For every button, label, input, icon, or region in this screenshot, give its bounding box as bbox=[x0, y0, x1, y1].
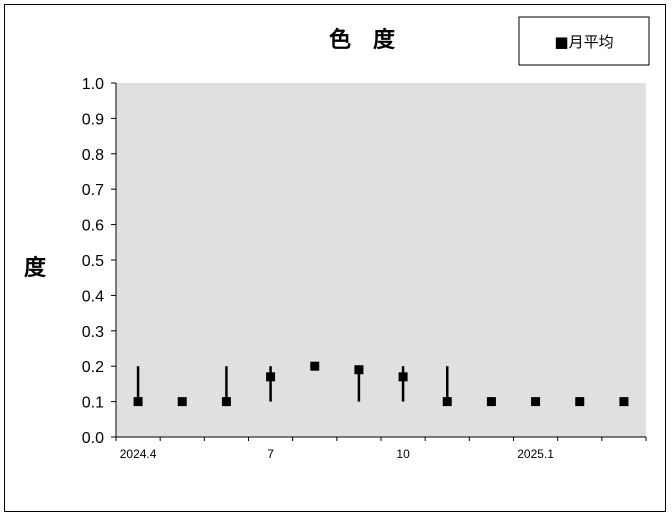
plot-area bbox=[116, 83, 646, 437]
y-tick-label: 0.1 bbox=[82, 395, 104, 412]
data-point bbox=[310, 361, 320, 371]
y-axis-label: 度 bbox=[24, 255, 47, 281]
data-point bbox=[266, 372, 276, 382]
data-point bbox=[531, 397, 541, 407]
x-tick-label: 2024.4 bbox=[120, 447, 157, 461]
data-point bbox=[619, 397, 629, 407]
x-tick-label: 10 bbox=[396, 447, 410, 461]
legend-entry: ■月平均 bbox=[554, 33, 613, 51]
data-point bbox=[177, 397, 187, 407]
data-point bbox=[398, 372, 408, 382]
y-ticks: 0.0 0.1 0.2 0.3 0.4 0.5 0.6 0.7 0.8 0.9 1.0 bbox=[82, 76, 116, 447]
y-tick-label: 0.8 bbox=[82, 147, 104, 164]
y-tick-label: 0.7 bbox=[82, 182, 104, 199]
y-tick-label: 0.0 bbox=[82, 430, 104, 447]
data-point bbox=[442, 397, 452, 407]
x-tick-label: 7 bbox=[267, 447, 274, 461]
chart-title: 色 度 bbox=[329, 27, 396, 53]
y-tick-label: 0.2 bbox=[82, 359, 104, 376]
x-ticks: 2024.4 7 10 2025.1 bbox=[115, 437, 647, 461]
x-tick-label: 2025.1 bbox=[517, 447, 554, 461]
y-tick-label: 0.3 bbox=[82, 324, 104, 341]
y-tick-label: 0.5 bbox=[82, 253, 104, 270]
y-tick-label: 0.9 bbox=[82, 111, 104, 128]
legend: ■月平均 bbox=[518, 16, 650, 66]
data-point bbox=[575, 397, 585, 407]
chart-frame: 色 度 度 ■月平均 0.0 0.1 0.2 0.3 0.4 0.5 0.6 0.7 0.8 0.… bbox=[4, 4, 666, 512]
data-point bbox=[133, 397, 143, 407]
chart-svg: 色 度 度 ■月平均 0.00.10.20.30.40.50.60.70.80.… bbox=[24, 16, 650, 461]
y-tick-label: 1.0 bbox=[82, 76, 104, 93]
data-point bbox=[354, 365, 364, 375]
y-tick-label: 0.6 bbox=[82, 218, 104, 235]
data-point bbox=[221, 397, 231, 407]
y-tick-label: 0.4 bbox=[82, 288, 104, 305]
legend-box bbox=[518, 16, 650, 66]
data-marks bbox=[133, 361, 629, 407]
data-point bbox=[486, 397, 496, 407]
